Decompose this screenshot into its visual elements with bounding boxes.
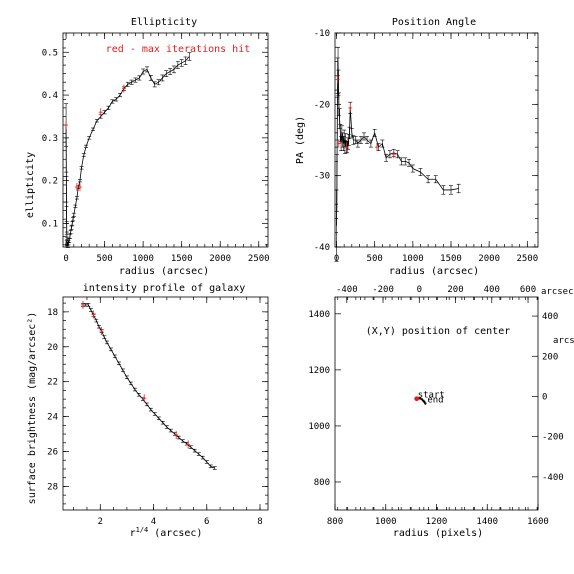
position-angle-frame [334, 32, 539, 248]
center-start-label: start [418, 391, 445, 401]
center-top-tick-label: -200 [372, 285, 394, 295]
center-y-tick-label: 1000 [308, 422, 330, 432]
center-top-tick-label: 200 [447, 285, 463, 295]
position-angle-ylabel: PA (deg) [295, 116, 306, 164]
intensity-y-tick-label: 20 [47, 343, 58, 353]
intensity-y-tick-label: 26 [47, 448, 58, 458]
center-right-tick-label: -200 [542, 433, 564, 443]
center-y-tick-label: 1200 [308, 366, 330, 376]
ellipticity-x-tick-label: 500 [96, 254, 112, 264]
ellipticity-y-tick-label: 0.5 [42, 48, 58, 58]
top-axis-label: arcsec [541, 287, 574, 297]
intensity-panel: intensity profile of galaxy surface brig… [27, 283, 269, 539]
ellipticity-x-tick-label: 1000 [132, 254, 154, 264]
position-angle-y-tick-label: -40 [314, 243, 330, 253]
intensity-series-line [82, 304, 215, 469]
intensity-xlabel: r1/4 (arcsec) [130, 526, 203, 539]
center-top-tick-label: 0 [417, 285, 422, 295]
intensity-frame [62, 296, 269, 511]
position-angle-y-tick-label: -10 [314, 29, 330, 39]
ellipticity-y-tick-label: 0.3 [42, 134, 58, 144]
position-angle-x-tick-label: 500 [367, 254, 383, 264]
ellipticity-y-tick-label: 0.2 [42, 177, 58, 187]
intensity-y-tick-label: 28 [47, 482, 58, 492]
center-xlabel: radius (pixels) [393, 528, 483, 539]
position-angle-title: Position Angle [392, 17, 476, 28]
position-angle-x-tick-label: 2500 [516, 254, 538, 264]
right-axis-label: arcsec [553, 336, 574, 346]
intensity-x-tick-label: 8 [257, 517, 262, 527]
intensity-y-tick-label: 22 [47, 378, 58, 388]
center-right-tick-label: 200 [542, 352, 558, 362]
center-end-label: end [427, 396, 443, 406]
center-title: (X,Y) position of center [366, 326, 511, 337]
intensity-x-tick-label: 4 [151, 517, 156, 527]
center-y-tick-label: 1400 [308, 310, 330, 320]
position-angle-x-tick-label: 2000 [478, 254, 500, 264]
center-top-tick-label: 600 [520, 285, 536, 295]
intensity-y-tick-label: 18 [47, 308, 58, 318]
center-x-tick-label: 1400 [476, 517, 498, 527]
center-x-tick-label: 800 [327, 517, 343, 527]
ellipticity-frame [62, 32, 269, 248]
center-right-tick-label: 0 [542, 392, 547, 402]
center-x-tick-label: 1000 [375, 517, 397, 527]
intensity-ylabel: surface brightness (mag/arcsec²) [27, 312, 38, 505]
center-x-tick-label: 1200 [426, 517, 448, 527]
ellipticity-xlabel: radius (arcsec) [119, 266, 209, 277]
position-angle-x-tick-label: 1000 [402, 254, 424, 264]
position-angle-panel: Position Angle PA (deg) radius (arcsec) … [295, 17, 539, 277]
position-angle-y-tick-label: -30 [314, 172, 330, 182]
center-y-tick-label: 800 [314, 478, 330, 488]
center-point [418, 397, 422, 400]
center-right-tick-label: -400 [542, 473, 564, 483]
ellipticity-x-tick-label: 2500 [248, 254, 270, 264]
center-max-iter-point [414, 396, 420, 402]
intensity-title: intensity profile of galaxy [83, 283, 246, 294]
center-panel: (X,Y) position of center radius (pixels)… [308, 285, 574, 539]
center-x-tick-label: 1600 [527, 517, 549, 527]
ellipticity-x-tick-label: 0 [63, 254, 68, 264]
max-iterations-note: red - max iterations hit [106, 44, 251, 55]
ellipticity-ylabel: ellipticity [25, 152, 36, 218]
intensity-y-tick-label: 24 [47, 413, 58, 423]
intensity-x-tick-label: 2 [98, 517, 103, 527]
ellipticity-title: Ellipticity [131, 17, 197, 28]
ellipticity-panel: Ellipticity ellipticity radius (arcsec) … [25, 17, 270, 277]
ellipticity-y-tick-label: 0.4 [42, 91, 58, 101]
center-point [420, 398, 423, 401]
center-top-tick-label: 400 [484, 285, 500, 295]
position-angle-xlabel: radius (arcsec) [389, 266, 479, 277]
intensity-x-tick-label: 6 [204, 517, 209, 527]
ellipticity-x-tick-label: 1500 [171, 254, 193, 264]
position-angle-y-tick-label: -20 [314, 100, 330, 110]
position-angle-x-tick-label: 1500 [440, 254, 462, 264]
ellipticity-x-tick-label: 2000 [209, 254, 231, 264]
ellipticity-y-tick-label: 0.1 [42, 219, 58, 229]
center-right-tick-label: 400 [542, 312, 558, 322]
center-top-tick-label: -400 [336, 285, 358, 295]
center-point [424, 402, 427, 405]
